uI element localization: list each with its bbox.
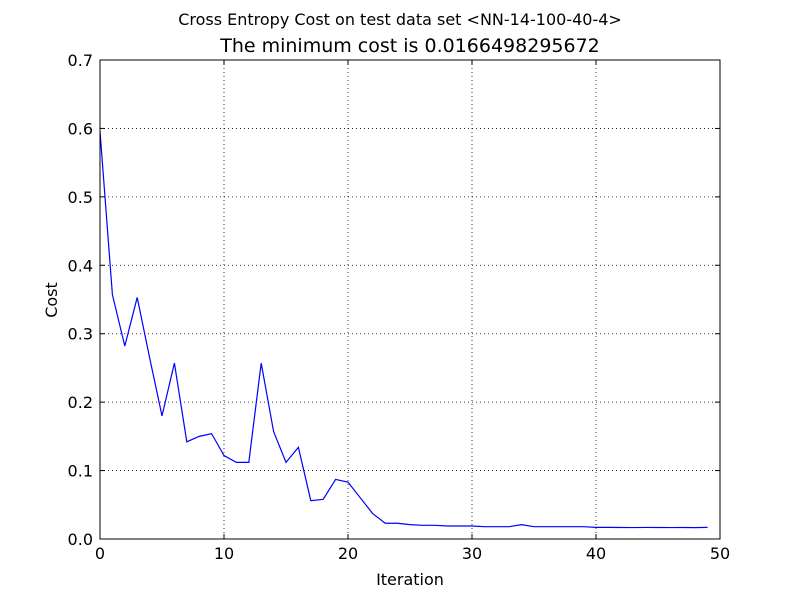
- x-axis-tick-labels: 0 10 20 30 40 50: [95, 544, 730, 563]
- chart-title: The minimum cost is 0.0166498295672: [219, 35, 600, 57]
- y-tick-label: 0.1: [68, 462, 93, 481]
- y-tick-label: 0.2: [68, 393, 93, 412]
- y-tick-label: 0.0: [68, 530, 93, 549]
- y-tick-label: 0.5: [68, 188, 93, 207]
- x-axis-label: Iteration: [376, 570, 444, 589]
- y-tick-label: 0.3: [68, 325, 93, 344]
- y-axis-label: Cost: [42, 282, 61, 318]
- x-tick-label: 10: [214, 544, 234, 563]
- x-tick-label: 50: [710, 544, 730, 563]
- y-tick-label: 0.6: [68, 119, 93, 138]
- y-axis-tick-labels: 0.0 0.1 0.2 0.3 0.4 0.5 0.6 0.7: [68, 51, 93, 549]
- chart-suptitle: Cross Entropy Cost on test data set <NN-…: [178, 10, 622, 29]
- x-tick-label: 30: [462, 544, 482, 563]
- y-tick-label: 0.4: [68, 256, 93, 275]
- x-tick-label: 0: [95, 544, 105, 563]
- series-line-cost: [99, 131, 708, 529]
- axis-ticks: [99, 59, 721, 540]
- plot-frame: [99, 59, 721, 540]
- grid-lines: [100, 60, 720, 539]
- series-layer: [99, 131, 708, 529]
- x-tick-label: 40: [586, 544, 606, 563]
- x-tick-label: 20: [338, 544, 358, 563]
- y-tick-label: 0.7: [68, 51, 93, 70]
